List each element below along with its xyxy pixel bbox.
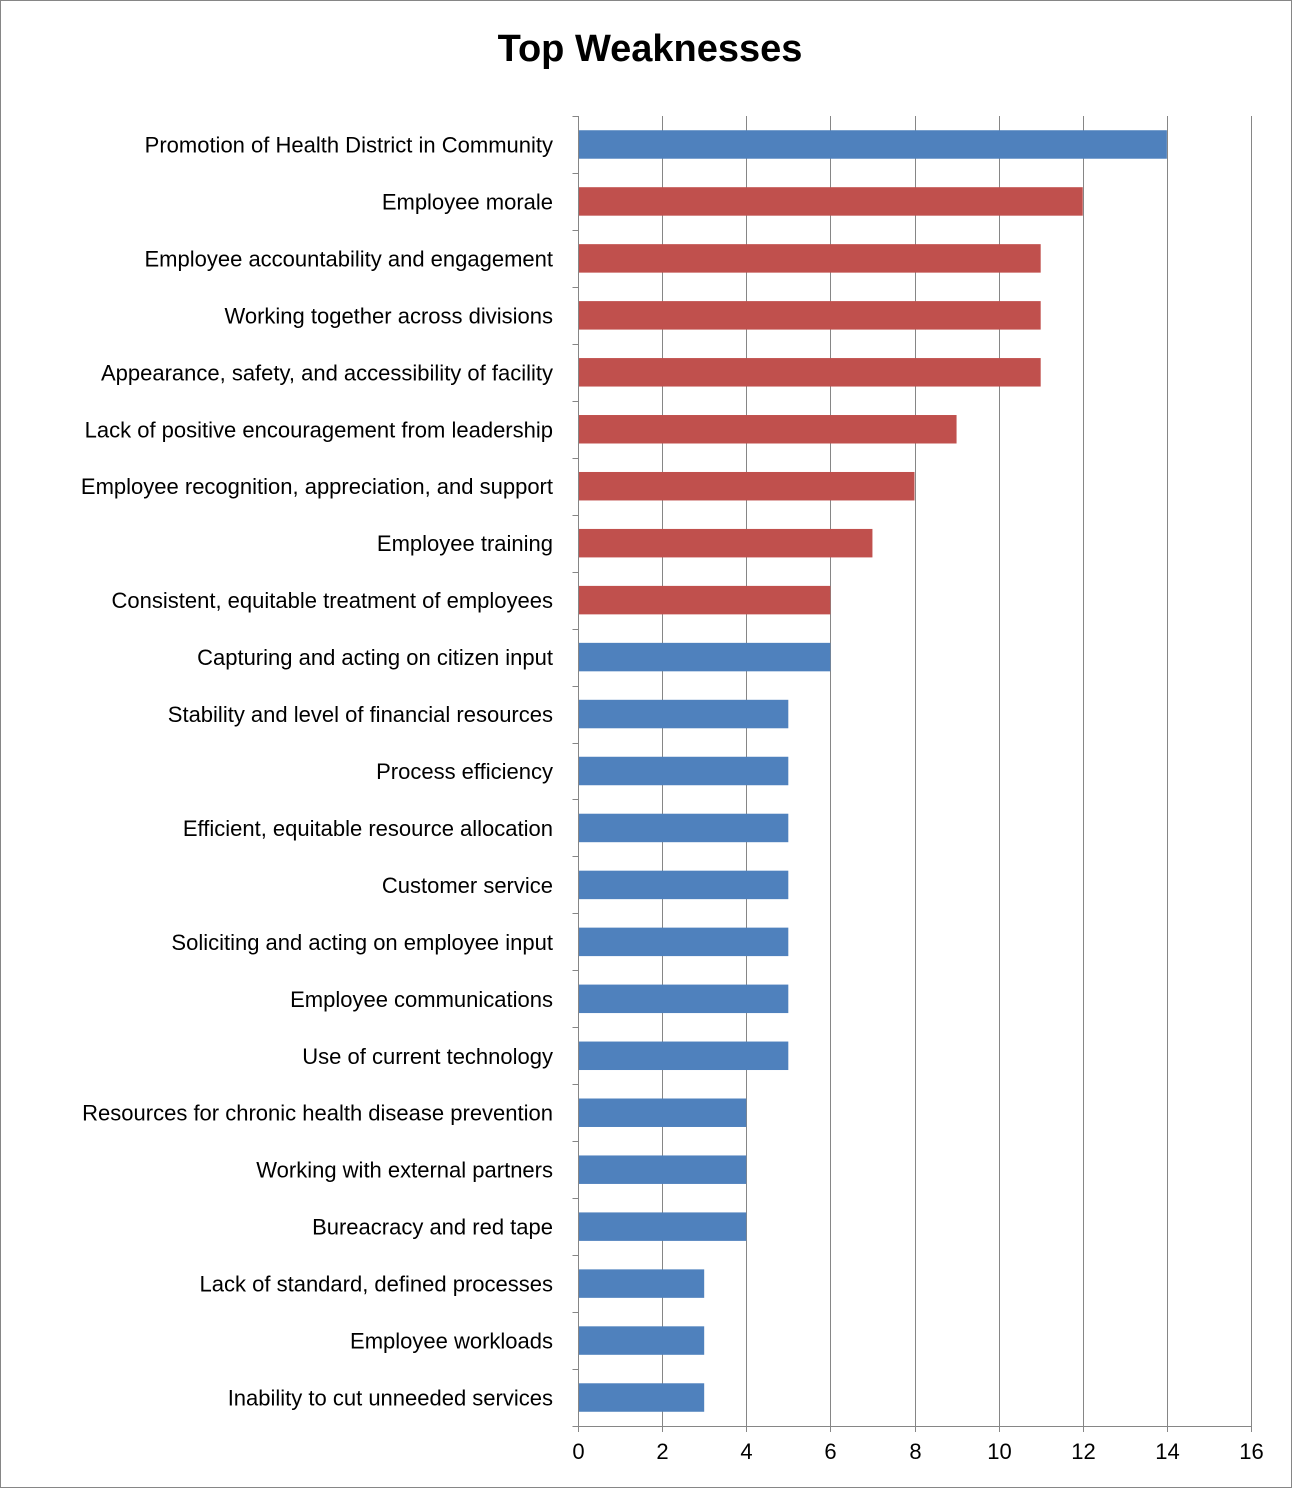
bar (579, 358, 1041, 387)
x-tick-label: 14 (1155, 1439, 1179, 1464)
bar (579, 756, 789, 786)
x-tick-label: 16 (1239, 1439, 1263, 1464)
axes (572, 116, 1252, 1432)
category-label: Employee training (377, 531, 553, 556)
gridlines (662, 116, 1252, 1426)
category-label: Customer service (382, 873, 553, 898)
category-label: Bureacracy and red tape (312, 1215, 553, 1240)
x-tick-label: 2 (656, 1439, 668, 1464)
bar (579, 130, 1167, 159)
category-label: Lack of positive encouragement from lead… (85, 417, 553, 442)
x-tick-label: 6 (824, 1439, 836, 1464)
bar (579, 699, 789, 729)
bar (579, 585, 831, 615)
bar (579, 1326, 705, 1355)
bar (579, 1383, 705, 1412)
category-label: Employee workloads (350, 1329, 553, 1354)
category-label: Use of current technology (302, 1044, 553, 1069)
category-label: Lack of standard, defined processes (200, 1272, 553, 1297)
chart-title: Top Weaknesses (497, 28, 803, 70)
category-label: Resources for chronic health disease pre… (82, 1101, 553, 1126)
bar (579, 927, 789, 957)
bar (579, 528, 873, 558)
x-tick-label: 0 (572, 1439, 584, 1464)
bar (579, 187, 1083, 216)
bar (579, 1098, 747, 1127)
bar (579, 415, 957, 444)
category-label: Employee accountability and engagement (145, 246, 554, 271)
category-label: Working with external partners (256, 1158, 553, 1183)
category-label: Working together across divisions (224, 303, 553, 328)
bar (579, 471, 915, 501)
category-label: Employee communications (290, 987, 553, 1012)
bar (579, 813, 789, 843)
category-label: Stability and level of financial resourc… (168, 702, 553, 727)
category-label: Consistent, equitable treatment of emplo… (112, 588, 553, 613)
bar (579, 301, 1041, 330)
category-label: Soliciting and acting on employee input (171, 930, 553, 955)
labels: 0 2 4 6 8 10 12 14 16 Promotion of Health Distric… (81, 132, 1264, 1464)
category-label: Process efficiency (376, 759, 553, 784)
category-label: Efficient, equitable resource allocation (183, 816, 553, 841)
category-label: Inability to cut unneeded services (228, 1386, 553, 1411)
bar (579, 1269, 705, 1298)
bar (579, 870, 789, 900)
category-label: Employee morale (382, 189, 553, 214)
bar (579, 1041, 789, 1071)
bar (579, 244, 1041, 273)
category-label: Promotion of Health District in Communit… (145, 132, 553, 157)
bar (579, 984, 789, 1014)
x-tick-label: 10 (987, 1439, 1011, 1464)
x-tick-label: 8 (909, 1439, 921, 1464)
x-tick-label: 4 (740, 1439, 752, 1464)
category-label: Appearance, safety, and accessibility of… (101, 360, 553, 385)
bar (579, 1155, 747, 1184)
bar (579, 1212, 747, 1241)
x-tick-label: 12 (1071, 1439, 1095, 1464)
bars (579, 130, 1167, 1412)
category-label: Capturing and acting on citizen input (197, 645, 553, 670)
category-label: Employee recognition, appreciation, and … (81, 474, 553, 499)
bar (579, 642, 831, 672)
